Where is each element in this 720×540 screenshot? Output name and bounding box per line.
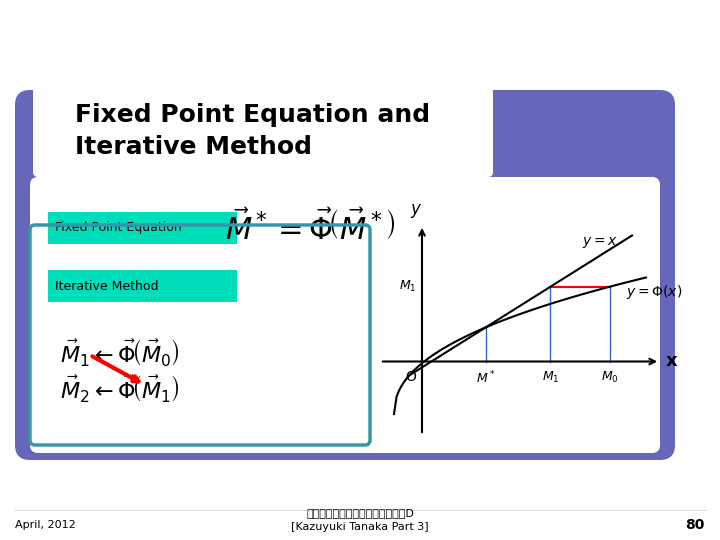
Text: 80: 80 [685,518,705,532]
Text: $\vec{M}_1 \leftarrow \vec{\Phi}\!\left(\vec{M}_0\right)$: $\vec{M}_1 \leftarrow \vec{\Phi}\!\left(… [60,336,180,368]
Text: $M_1$: $M_1$ [399,279,416,294]
FancyBboxPatch shape [48,212,237,244]
Text: $M^*$: $M^*$ [476,370,495,387]
Text: $\vec{M}_2 \leftarrow \vec{\Phi}\!\left(\vec{M}_1\right)$: $\vec{M}_2 \leftarrow \vec{\Phi}\!\left(… [60,373,180,403]
FancyBboxPatch shape [33,87,493,177]
FancyBboxPatch shape [30,177,660,453]
Text: Fixed Point Equation and: Fixed Point Equation and [75,103,430,127]
Text: Iterative Method: Iterative Method [55,280,158,293]
Text: $y = \Phi(x)$: $y = \Phi(x)$ [626,283,683,301]
FancyBboxPatch shape [15,90,675,460]
Text: Fixed Point Equation: Fixed Point Equation [55,221,181,234]
Text: Iterative Method: Iterative Method [75,135,312,159]
Text: $M_1$: $M_1$ [541,370,559,385]
Text: $y$: $y$ [410,202,423,220]
Text: 電気・通信・電子・情報工学実験D
[Kazuyuki Tanaka Part 3]: 電気・通信・電子・情報工学実験D [Kazuyuki Tanaka Part 3… [291,508,429,532]
Text: April, 2012: April, 2012 [15,520,76,530]
Text: $y = x$: $y = x$ [582,235,618,250]
FancyBboxPatch shape [48,270,237,302]
Text: O: O [405,370,416,384]
Text: $\vec{M}^* = \vec{\Phi}\!\left(\vec{M}^*\right)$: $\vec{M}^* = \vec{\Phi}\!\left(\vec{M}^*… [225,210,395,246]
Text: $M_0$: $M_0$ [600,370,618,385]
Text: $\mathbf{x}$: $\mathbf{x}$ [665,353,678,370]
